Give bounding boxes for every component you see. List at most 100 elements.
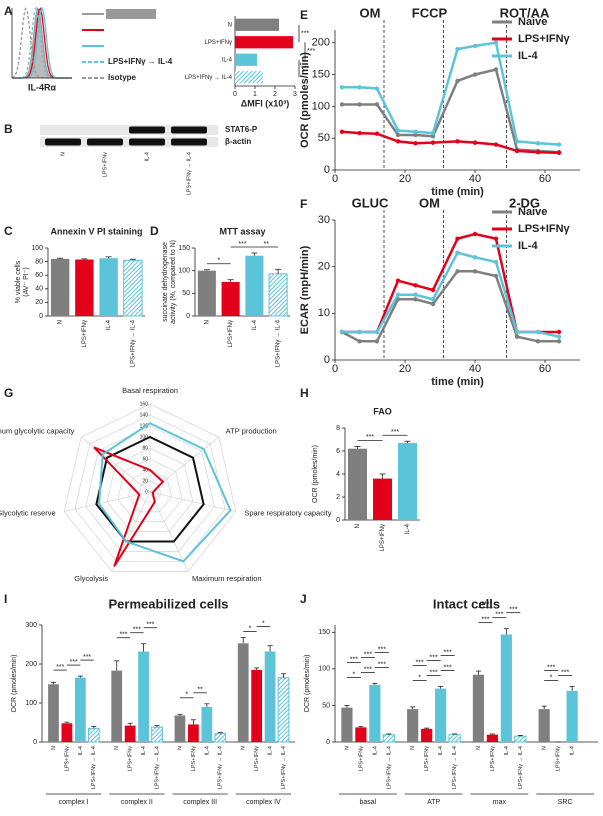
data-point bbox=[493, 67, 499, 72]
bar bbox=[472, 674, 485, 742]
category-label: LPS+IFNγ → IL-4 bbox=[281, 746, 287, 789]
category-label: N bbox=[542, 746, 548, 750]
group-label: complex II bbox=[121, 799, 153, 806]
bar bbox=[398, 442, 417, 520]
category-label: N bbox=[177, 746, 183, 750]
chart-title: Permeabilized cells bbox=[109, 596, 229, 611]
bar bbox=[348, 448, 367, 520]
significance: *** bbox=[547, 664, 555, 671]
group-label: max bbox=[493, 799, 507, 806]
category-label: N bbox=[355, 524, 361, 528]
bar bbox=[514, 735, 527, 743]
y-tick-label: 300 bbox=[25, 622, 37, 629]
category-label: LPS+IFNγ bbox=[64, 746, 70, 771]
bar bbox=[435, 688, 447, 742]
category-label: IL-4 bbox=[268, 746, 274, 755]
y-tick-label: 100 bbox=[178, 268, 190, 275]
data-point bbox=[413, 141, 418, 146]
category-label: IL-4 bbox=[106, 319, 112, 330]
blot-band bbox=[171, 138, 207, 146]
panel-letter: B bbox=[4, 122, 13, 136]
category-label: N bbox=[476, 746, 482, 750]
lane-label: N bbox=[60, 152, 66, 156]
band-label: β-actin bbox=[225, 137, 251, 146]
significance: * bbox=[217, 258, 220, 265]
legend-label: Isotype bbox=[108, 73, 137, 82]
bar bbox=[75, 259, 94, 316]
y-tick-label: 6 bbox=[336, 448, 340, 455]
panel-letter: F bbox=[300, 197, 307, 211]
panel-letter: I bbox=[4, 592, 7, 606]
x-axis-label: ΔMFI (x10³) bbox=[241, 98, 289, 108]
category-label: N bbox=[344, 746, 350, 750]
y-tick-label: 60 bbox=[35, 272, 43, 279]
legend-label: IL-4 bbox=[518, 240, 538, 252]
band-label: STAT6-P bbox=[225, 125, 258, 134]
panel-letter: G bbox=[4, 386, 13, 400]
data-point bbox=[514, 148, 520, 154]
y-axis-label: OCR (pmoles/min) bbox=[299, 52, 311, 148]
y-axis-label: succinate dehydrogenase bbox=[162, 242, 169, 322]
significance: *** bbox=[301, 65, 309, 72]
axis-label: Spare respiratory capacity bbox=[244, 509, 331, 518]
category-label: N bbox=[51, 746, 57, 750]
category-label: IL-4 bbox=[78, 746, 84, 755]
y-axis-label: % viable cells bbox=[15, 260, 22, 303]
category-label: IL-4 bbox=[570, 746, 576, 755]
y-axis-label: OCR (pmoles/min) bbox=[312, 445, 319, 503]
legend-label: Naive bbox=[518, 206, 547, 218]
data-point bbox=[430, 140, 436, 145]
spoke bbox=[149, 491, 189, 572]
data-point bbox=[339, 129, 345, 135]
grid-ring bbox=[117, 458, 183, 523]
x-tick-label: 1 bbox=[253, 91, 257, 98]
significance: *** bbox=[444, 649, 452, 656]
significance: *** bbox=[509, 607, 517, 614]
category-label: LPS+IFNγ bbox=[128, 746, 134, 771]
y-tick-label: 30 bbox=[318, 214, 330, 226]
x-tick-label: 20 bbox=[399, 173, 411, 185]
x-axis-label: IL-4Rα bbox=[28, 82, 57, 92]
category-label: LPS+IFNγ bbox=[82, 320, 88, 348]
data-point bbox=[395, 139, 401, 144]
spoke bbox=[111, 491, 151, 572]
y-axis-label: OCR (pmoles/min) bbox=[304, 655, 311, 713]
category-label: LPS+IFNγ bbox=[254, 746, 260, 771]
bar bbox=[268, 273, 288, 317]
data-point bbox=[339, 85, 345, 90]
y-tick-label: 100 bbox=[25, 700, 37, 707]
data-point bbox=[413, 129, 418, 135]
category-label: IL-4 bbox=[222, 57, 233, 63]
significance: *** bbox=[119, 632, 127, 639]
data-point bbox=[357, 339, 362, 344]
data-point bbox=[535, 329, 541, 335]
data-point bbox=[430, 287, 436, 293]
r-tick-label: 20 bbox=[142, 478, 148, 484]
significance: ** bbox=[197, 687, 203, 694]
y-tick-label: 0 bbox=[324, 354, 330, 366]
panel-letter: H bbox=[300, 386, 309, 400]
data-point bbox=[395, 128, 401, 133]
data-point bbox=[413, 283, 418, 288]
bar bbox=[355, 727, 367, 742]
legend-label: Naive bbox=[518, 16, 547, 28]
chart-title: Intact cells bbox=[433, 596, 500, 611]
chart-title: MTT assay bbox=[219, 226, 265, 236]
bar bbox=[235, 18, 279, 31]
r-tick-label: 40 bbox=[142, 467, 148, 473]
data-point bbox=[395, 292, 401, 297]
x-axis-label: time (min) bbox=[431, 186, 484, 198]
data-point bbox=[535, 339, 541, 344]
y-tick-label: 100 bbox=[312, 100, 330, 112]
data-point bbox=[339, 329, 345, 335]
category-label: LPS+IFNγ → IL-4 bbox=[154, 746, 160, 789]
group-label: complex III bbox=[183, 799, 217, 806]
legend-redaction bbox=[106, 9, 156, 19]
bar bbox=[188, 724, 199, 742]
category-label: LPS+IFNγ bbox=[228, 320, 234, 348]
significance: *** bbox=[495, 612, 503, 619]
axis-label: Glycolysis bbox=[74, 574, 108, 583]
significance: * bbox=[262, 620, 265, 627]
y-tick-label: 0 bbox=[326, 739, 330, 746]
significance: *** bbox=[83, 654, 91, 661]
